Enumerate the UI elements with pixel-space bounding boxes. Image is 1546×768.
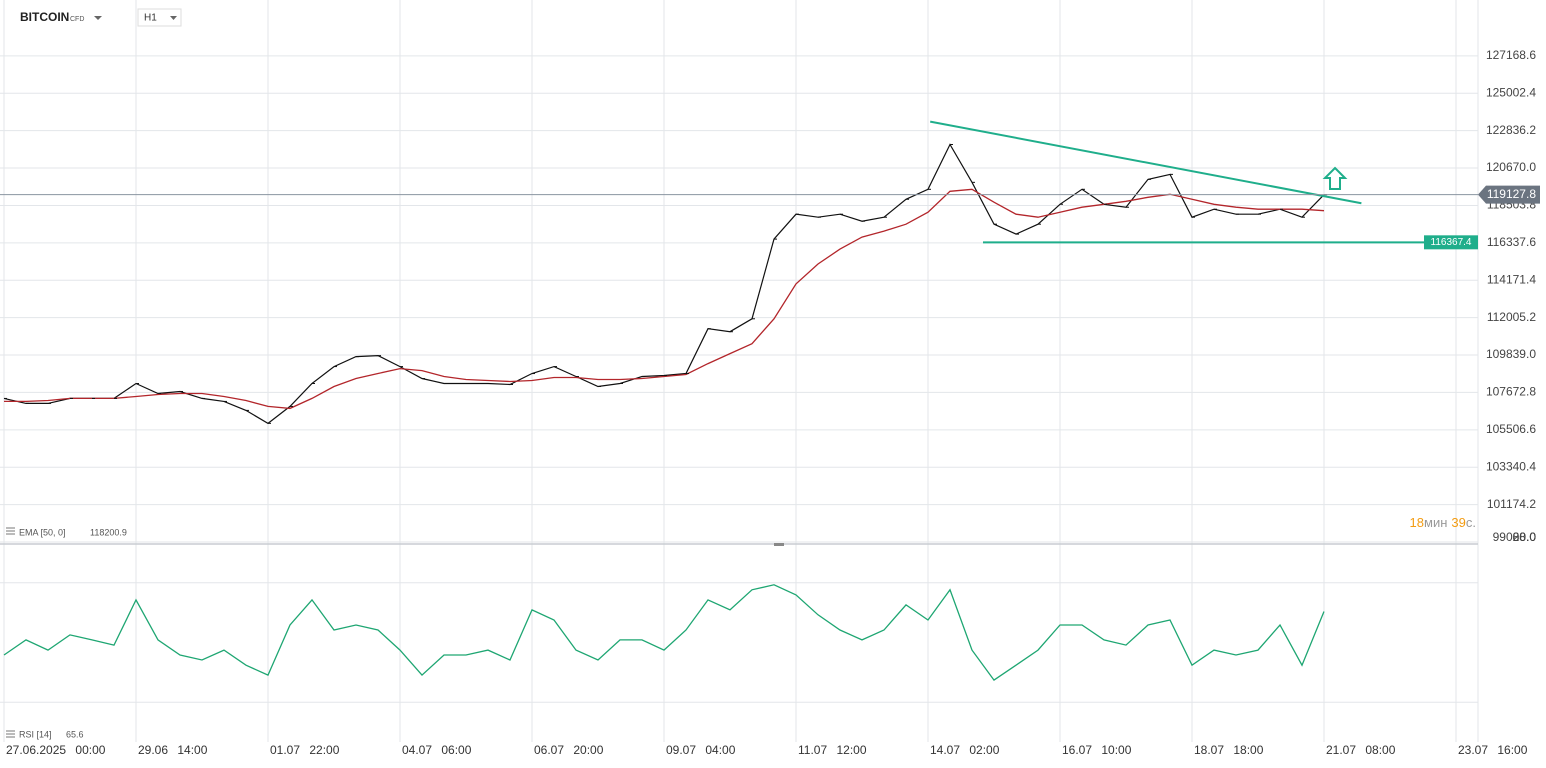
timeframe[interactable]: H1 [144, 13, 157, 24]
y-tick-label: 127168.6 [1486, 48, 1536, 62]
hline-label-box [1424, 235, 1478, 250]
candle-timer: 18мин 39с. [1410, 515, 1476, 530]
x-tick-label: 27.06.2025 00:00 [6, 743, 106, 757]
y-tick-label: 20.0 [1513, 530, 1537, 544]
grid [0, 0, 1479, 742]
timer-seconds: 39 [1451, 515, 1465, 530]
symbol-subtitle: CFD [70, 16, 84, 23]
y-tick-label: 99008.0 [1493, 530, 1537, 544]
symbol-dropdown[interactable] [94, 16, 102, 20]
current-price-box [1478, 185, 1540, 204]
x-tick-label: 16.07 10:00 [1062, 743, 1132, 757]
y-tick-label: 107672.8 [1486, 385, 1536, 399]
up-arrow-icon [1322, 166, 1348, 190]
y-tick-label: 122836.2 [1486, 123, 1536, 137]
y-tick-label: 103340.4 [1486, 459, 1536, 473]
legend-icon[interactable] [6, 730, 15, 738]
x-tick-label: 14.07 02:00 [930, 743, 1000, 757]
timeframe-dropdown[interactable] [170, 16, 177, 20]
panel-resize-handle[interactable] [774, 543, 784, 546]
y-tick-label: 120670.0 [1486, 160, 1536, 174]
timer-seconds-unit: с. [1466, 515, 1476, 530]
x-tick-label: 09.07 04:00 [666, 743, 736, 757]
ema-legend: EMA [50, 0] 118200.9 [6, 527, 127, 537]
timeframe-box[interactable] [137, 8, 182, 27]
y-tick-label: 114171.4 [1487, 272, 1536, 286]
x-tick-label: 23.07 16:00 [1458, 743, 1528, 757]
legend-value: 118200.9 [90, 527, 127, 537]
x-tick-label: 06.07 20:00 [534, 743, 604, 757]
y-tick-label: 116337.6 [1487, 235, 1536, 249]
legend-name: RSI [14] [19, 729, 52, 739]
current-price-label: 119127.8 [1487, 187, 1536, 201]
legend-value: 65.6 [66, 729, 84, 739]
hline-label: 116367.4 [1431, 237, 1472, 248]
series-line [3, 584, 1325, 681]
timer-minutes: 18 [1410, 515, 1424, 530]
y-tick-label: 109839.0 [1486, 347, 1536, 361]
legend-name: EMA [50, 0] [19, 527, 66, 537]
x-tick-label: 29.06 14:00 [138, 743, 208, 757]
y-tick-label: 80.0 [1513, 530, 1537, 544]
timer-minutes-unit: мин [1424, 515, 1447, 530]
x-tick-label: 04.07 06:00 [402, 743, 472, 757]
symbol-title[interactable]: BITCOIN [20, 10, 69, 24]
legend-icon[interactable] [6, 527, 15, 535]
y-tick-label: 112005.2 [1487, 310, 1536, 324]
rsi-legend: RSI [14] 65.6 [6, 729, 84, 739]
x-tick-label: 18.07 18:00 [1194, 743, 1264, 757]
x-tick-label: 01.07 22:00 [270, 743, 340, 757]
marks [0, 120, 1478, 681]
x-tick-label: 21.07 08:00 [1326, 743, 1396, 757]
y-tick-label: 125002.4 [1486, 85, 1536, 99]
y-tick-label: 105506.6 [1486, 422, 1536, 436]
x-tick-label: 11.07 12:00 [798, 743, 867, 757]
trendline [930, 120, 1362, 205]
y-tick-label: 101174.2 [1487, 497, 1536, 511]
